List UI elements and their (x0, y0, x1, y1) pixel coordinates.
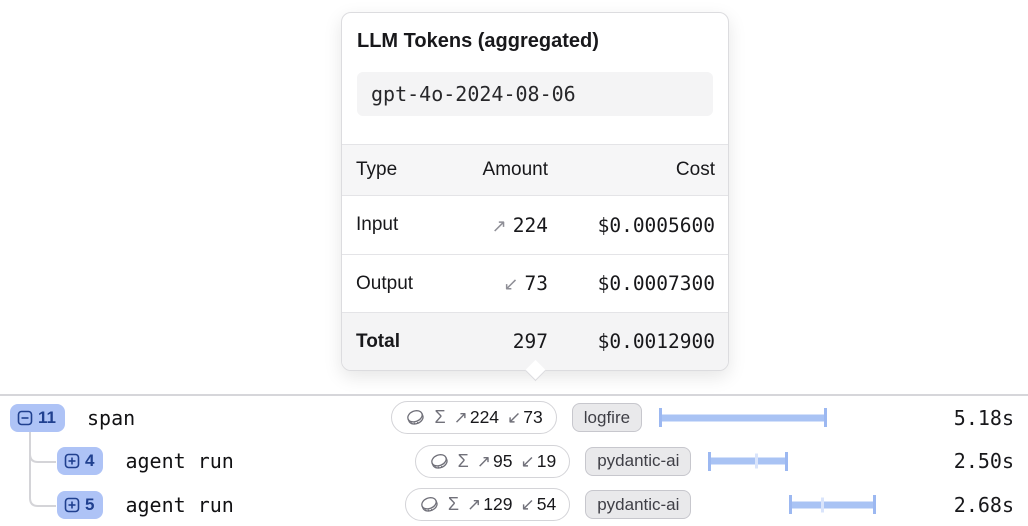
duration-label: 2.68s (953, 492, 1014, 517)
header-cost: Cost (675, 159, 715, 180)
token-table-header: Type Amount Cost (342, 144, 728, 196)
row-amount: 224 (512, 213, 548, 237)
child-count: 5 (85, 494, 95, 514)
duration-label: 5.18s (953, 405, 1014, 430)
token-row-output: Output ↙ 73 $0.0007300 (342, 254, 728, 312)
row-meta-group: Σ ↗ 95 ↙ 19 pydantic-ai (369, 444, 692, 478)
child-count: 11 (38, 407, 56, 427)
row-meta-group: Σ ↗ 129 ↙ 54 pydantic-ai (369, 488, 692, 522)
duration-label: 2.50s (953, 449, 1014, 474)
output-arrow-icon: ↙ (503, 274, 519, 294)
scope-tag[interactable]: logfire (571, 403, 643, 433)
expand-toggle-badge[interactable]: 4 (57, 447, 104, 476)
row-cost: $0.0005600 (597, 213, 715, 237)
duration-bar[interactable] (789, 501, 877, 509)
duration-bar[interactable] (708, 457, 789, 465)
output-arrow-icon: ↙ (507, 408, 522, 428)
row-amount: 73 (524, 272, 548, 295)
collapse-toggle-badge[interactable]: 11 (10, 403, 65, 432)
span-name: agent run (125, 449, 234, 474)
output-tokens: 73 (523, 407, 543, 428)
coin-icon (430, 453, 448, 469)
timeline-zone (706, 445, 878, 478)
model-name: gpt-4o-2024-08-06 (357, 72, 713, 116)
scope-tag[interactable]: pydantic-ai (585, 446, 692, 476)
sigma-icon: Σ (434, 407, 446, 428)
sigma-icon: Σ (447, 494, 460, 515)
token-table: Type Amount Cost Input ↗ 224 $0.0005600 O… (342, 144, 728, 370)
duration-bar-tick (821, 497, 825, 513)
llm-tokens-tooltip: LLM Tokens (aggregated) gpt-4o-2024-08-0… (341, 12, 729, 382)
input-arrow-icon: ↗ (453, 408, 468, 428)
sigma-icon: Σ (457, 450, 469, 471)
span-name: span (86, 405, 136, 430)
input-arrow-icon: ↗ (491, 215, 507, 236)
timeline-zone (706, 488, 878, 521)
child-count: 4 (85, 451, 95, 471)
header-amount: Amount (482, 159, 548, 180)
output-tokens: 19 (536, 450, 557, 471)
row-type: Output (356, 272, 414, 294)
row-cost: $0.0007300 (597, 272, 715, 295)
minus-square-icon (17, 410, 33, 426)
output-arrow-icon: ↙ (520, 495, 535, 515)
coin-icon (421, 497, 438, 512)
plus-square-icon (64, 497, 80, 513)
duration-bar[interactable] (659, 414, 828, 422)
row-type: Total (356, 330, 400, 352)
timeline-zone (657, 401, 829, 434)
trace-row-agent-run[interactable]: 5 agent run Σ ↗ 129 ↙ 54 pydantic-ai (0, 483, 1028, 526)
input-tokens: 224 (469, 407, 500, 428)
scope-tag[interactable]: pydantic-ai (585, 490, 692, 520)
header-type: Type (356, 159, 398, 180)
input-arrow-icon: ↗ (476, 451, 492, 471)
trace-row-agent-run[interactable]: 4 agent run Σ ↗ 95 ↙ 19 pydantic-ai (0, 440, 1028, 484)
output-arrow-icon: ↙ (520, 451, 535, 471)
coin-icon (407, 410, 425, 425)
input-arrow-icon: ↗ (467, 495, 482, 515)
input-tokens: 129 (483, 494, 513, 515)
row-amount: 297 (512, 330, 548, 353)
trace-rows-section: 11 span Σ ↗ 224 ↙ 73 logfire (0, 394, 1028, 526)
token-row-input: Input ↗ 224 $0.0005600 (342, 196, 728, 254)
trace-row-span[interactable]: 11 span Σ ↗ 224 ↙ 73 logfire (0, 396, 1028, 440)
output-tokens: 54 (536, 494, 557, 515)
row-meta-group: Σ ↗ 224 ↙ 73 logfire (320, 401, 643, 435)
row-type: Input (356, 214, 399, 235)
tooltip-title: LLM Tokens (aggregated) (357, 30, 599, 52)
duration-bar-tick (755, 453, 759, 469)
plus-square-icon (64, 453, 80, 469)
span-name: agent run (125, 492, 234, 517)
row-cost: $0.0012900 (597, 330, 715, 353)
token-usage-pill[interactable]: Σ ↗ 129 ↙ 54 (404, 488, 571, 522)
token-usage-pill[interactable]: Σ ↗ 95 ↙ 19 (414, 444, 571, 478)
expand-toggle-badge[interactable]: 5 (57, 490, 104, 519)
token-usage-pill[interactable]: Σ ↗ 224 ↙ 73 (391, 401, 557, 435)
input-tokens: 95 (493, 450, 513, 471)
